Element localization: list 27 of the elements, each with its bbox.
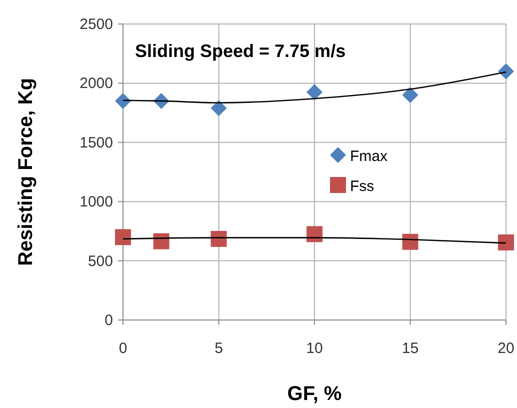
point [115,92,131,109]
y-tick-label: 1000 [80,194,113,211]
point [210,230,227,247]
y-tick-label: 2500 [80,16,113,33]
point [498,63,514,80]
annotation: Sliding Speed = 7.75 m/s [135,41,346,61]
y-axis-title: Resisting Force, Kg [15,78,37,266]
x-tick-label: 20 [498,340,514,357]
point [115,229,131,246]
x-tick-label: 10 [306,340,323,357]
legend-label: Fmax [350,148,388,165]
y-tick-label: 500 [88,252,113,270]
point [402,234,418,250]
x-axis-title: GF, % [287,383,342,405]
y-tick-label: 1500 [80,134,113,152]
point [306,226,322,242]
x-tick-label: 0 [118,340,128,357]
y-tick-label: 2000 [80,75,113,92]
legend-label: Fss [350,178,374,195]
point [153,233,170,250]
y-tick-label: 0 [104,312,113,329]
point [498,234,514,250]
point [402,87,418,104]
x-tick-label: 15 [402,340,419,357]
point [210,100,227,116]
x-tick-label: 5 [214,340,223,357]
point [306,84,322,100]
